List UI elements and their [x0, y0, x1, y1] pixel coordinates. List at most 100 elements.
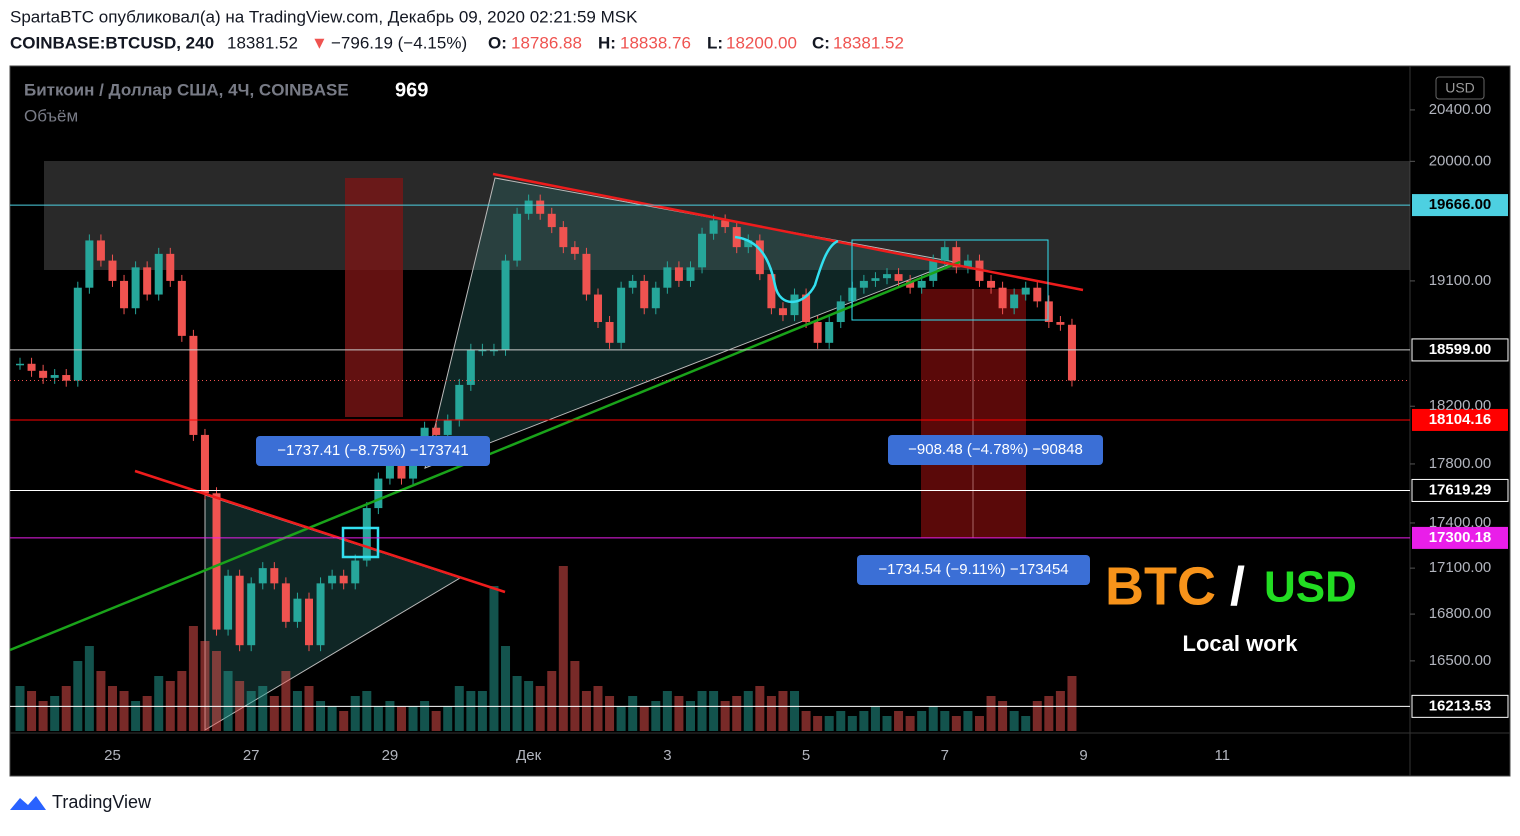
candle-body — [651, 287, 660, 309]
candle-body — [166, 253, 175, 281]
volume-bar — [61, 686, 71, 731]
volume-bar — [454, 686, 464, 731]
candle-body — [790, 294, 799, 316]
candle-body — [62, 375, 71, 381]
volume-bar — [246, 691, 256, 731]
candle-body — [281, 583, 290, 622]
title-slash: / — [1230, 556, 1245, 616]
price-tag — [1411, 478, 1509, 502]
candle-body — [547, 213, 556, 228]
subtitle: Local work — [1183, 631, 1299, 656]
volume-bar — [316, 701, 326, 731]
volume-bar — [408, 706, 418, 731]
candle-body — [16, 363, 24, 366]
volume-bar — [38, 701, 48, 731]
currency-box — [1435, 76, 1485, 100]
candle-body — [628, 280, 637, 288]
drawings-back — [44, 161, 1410, 731]
candle-body — [96, 240, 105, 261]
legend: Биткоин / Доллар США, 4Ч, COINBASE — [24, 80, 349, 99]
x-tick-label: 11 — [1214, 747, 1230, 764]
candle-body — [698, 233, 707, 268]
candle-body — [189, 335, 198, 435]
candle-body — [374, 478, 383, 509]
volume-bar — [223, 671, 233, 731]
y-tick-label: 16500.00 — [1429, 652, 1492, 669]
volume-bar — [581, 691, 591, 731]
volume — [15, 566, 1077, 731]
candle-body — [674, 267, 683, 281]
candle-body — [131, 267, 140, 309]
x-tick-label: 3 — [663, 747, 671, 764]
volume-bar — [489, 586, 499, 731]
volume-bar — [1009, 711, 1019, 731]
volume-bar — [685, 701, 695, 731]
candle-body — [906, 280, 915, 288]
candle-body — [328, 575, 337, 584]
volume-bar — [813, 716, 823, 731]
candle-body — [120, 280, 129, 309]
volume-bar — [131, 701, 141, 731]
price-tag-label: 17300.18 — [1429, 529, 1492, 546]
candle-body — [466, 349, 475, 385]
volume-bar — [801, 711, 811, 731]
l-label: L: — [707, 33, 723, 52]
candle-body — [813, 322, 822, 343]
y-tick-label: 20000.00 — [1429, 152, 1492, 169]
candle-body — [570, 247, 579, 254]
volume-bar — [501, 646, 511, 731]
volume-bar — [119, 691, 129, 731]
x-tick-label: 27 — [243, 747, 260, 764]
volume-bar — [188, 626, 198, 731]
candle-body — [883, 274, 891, 279]
price-tag — [1411, 338, 1509, 362]
volume-bar — [847, 716, 857, 731]
volume-bar — [963, 711, 973, 731]
candle-body — [385, 463, 394, 479]
volume-bar — [951, 716, 961, 731]
volume-bar — [905, 716, 915, 731]
candle-body — [501, 260, 510, 350]
volume-bar — [269, 696, 279, 731]
measure-box — [857, 555, 1090, 585]
y-tick-label: 20400.00 — [1429, 101, 1492, 118]
volume-bar — [84, 646, 94, 731]
candle-body — [235, 575, 244, 646]
h-label: H: — [598, 33, 616, 52]
volume-bar — [720, 701, 730, 731]
measures: −1737.41 (−8.75%) −173741 −908.48 (−4.78%… — [256, 435, 1103, 585]
candle-body — [85, 240, 94, 288]
candle-body — [397, 463, 406, 479]
x-tick-label: 25 — [104, 747, 121, 764]
candle-body — [663, 267, 672, 288]
candle-body — [455, 384, 464, 421]
candle-body — [247, 583, 256, 646]
currency: USD — [1445, 80, 1475, 96]
volume-bar — [339, 711, 349, 731]
candle-body — [709, 220, 718, 234]
y-tick-label: 19100.00 — [1429, 272, 1492, 289]
volume-bar — [327, 706, 337, 731]
arrow: ▼ — [311, 33, 328, 52]
candle-body — [871, 278, 880, 281]
x-tick-label: 9 — [1079, 747, 1087, 764]
brand: TradingView — [52, 792, 152, 812]
volume-bar — [732, 696, 742, 731]
volume-bar — [593, 686, 603, 731]
candle-body — [50, 375, 59, 378]
volume-bar — [616, 706, 626, 731]
price-tag — [1411, 694, 1509, 718]
volume-bar — [281, 671, 291, 731]
volume-bar — [928, 706, 938, 731]
volume-bar — [824, 716, 834, 731]
volume-bar — [27, 691, 37, 731]
volume-bar — [547, 671, 557, 731]
candle-body — [1010, 294, 1019, 309]
o-label: O: — [488, 33, 507, 52]
volume-bar — [420, 701, 430, 731]
price-tag — [1412, 194, 1508, 217]
volume-bar — [651, 701, 661, 731]
candle-body — [1044, 301, 1053, 323]
measure-box — [888, 435, 1103, 465]
